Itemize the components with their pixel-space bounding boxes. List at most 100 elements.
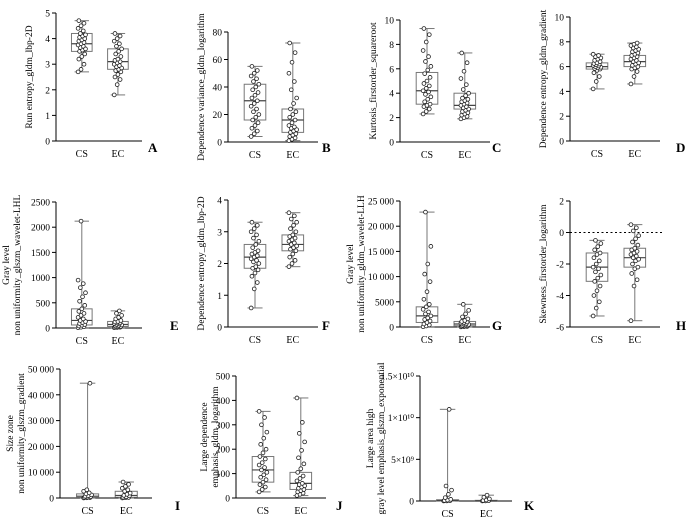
data-point <box>117 41 122 47</box>
data-point <box>628 81 634 87</box>
y-axis-label: Dependence entropy_gldm_gradient <box>539 9 549 148</box>
data-point <box>111 92 117 98</box>
y-tick-label: 10 <box>555 14 565 24</box>
data-point <box>248 73 254 79</box>
data-point <box>81 311 87 316</box>
data-point <box>636 233 641 238</box>
panel-letter: F <box>322 318 330 333</box>
data-point <box>591 255 597 261</box>
data-point <box>298 466 304 472</box>
data-point <box>300 420 305 425</box>
data-point <box>257 454 263 459</box>
data-point <box>288 226 293 231</box>
y-tick-label: 20 000 <box>368 223 394 233</box>
data-point <box>593 261 599 267</box>
data-point <box>595 275 601 281</box>
data-point <box>79 54 85 59</box>
data-point <box>81 61 87 67</box>
data-point <box>75 69 81 75</box>
y-tick-label: -6 <box>556 324 564 334</box>
data-point <box>111 38 117 44</box>
data-point <box>294 95 299 101</box>
data-point <box>598 241 604 246</box>
data-point <box>634 253 639 259</box>
x-category-label: EC <box>628 335 641 346</box>
y-tick-label: 8 <box>559 38 564 48</box>
y-tick-label: 2000 <box>31 224 50 234</box>
data-point <box>295 470 301 475</box>
data-point <box>629 271 635 276</box>
data-point <box>302 439 307 445</box>
data-point <box>76 18 82 23</box>
y-axis-label: Dependence variance_gldm_logarithm <box>197 13 207 161</box>
data-point <box>286 264 292 269</box>
data-point <box>597 74 602 79</box>
data-point <box>420 48 426 53</box>
data-point <box>119 313 124 318</box>
data-point <box>299 448 304 453</box>
y-tick-label: 30 000 <box>28 417 54 427</box>
data-point <box>421 81 427 86</box>
data-point <box>422 271 427 277</box>
data-point <box>590 264 596 270</box>
data-point <box>296 455 301 461</box>
data-point <box>249 95 255 101</box>
data-point <box>115 56 121 62</box>
panel-letter: G <box>492 318 502 333</box>
y-axis-label: Size zonenon uniformity_glszm_gradient <box>6 373 27 494</box>
data-point <box>118 318 124 323</box>
data-point <box>420 111 426 117</box>
data-point <box>592 247 597 253</box>
y-tick-label: 0 <box>389 139 394 149</box>
data-point <box>252 270 258 276</box>
data-point <box>427 83 432 89</box>
data-point <box>252 123 258 128</box>
data-point <box>258 474 263 480</box>
x-category-label: EC <box>112 336 125 347</box>
data-point <box>80 294 85 300</box>
data-point <box>84 487 90 493</box>
data-point <box>292 117 298 123</box>
data-point <box>256 238 262 244</box>
x-category-label: EC <box>112 149 125 160</box>
data-point <box>635 242 641 248</box>
data-point <box>598 272 604 278</box>
y-tick-label: 20 <box>213 111 223 121</box>
y-tick-label: 4 <box>217 197 222 207</box>
data-point <box>75 26 81 31</box>
y-tick-label: 60 <box>213 56 223 66</box>
panel-letter: C <box>492 140 501 155</box>
data-point <box>83 290 88 296</box>
data-point <box>593 79 599 84</box>
data-point <box>255 280 260 285</box>
data-point <box>117 308 122 314</box>
data-point <box>424 78 430 84</box>
data-point <box>427 318 433 324</box>
data-point <box>635 264 641 270</box>
data-point <box>255 248 261 254</box>
data-point <box>425 97 431 102</box>
y-tick-label: 100 <box>216 470 231 480</box>
data-point <box>264 429 270 435</box>
x-category-label: EC <box>120 506 133 517</box>
data-point <box>287 254 293 260</box>
data-point <box>590 51 596 57</box>
data-point <box>126 482 131 487</box>
y-tick-label: 6 <box>389 65 394 75</box>
y-tick-label: 1×10¹⁰ <box>388 413 414 424</box>
y-tick-label: 4 <box>389 90 394 100</box>
data-point <box>251 131 257 137</box>
y-tick-label: 2500 <box>31 199 50 209</box>
y-tick-label: 2 <box>45 86 50 96</box>
data-point <box>423 304 429 310</box>
y-tick-label: 2 <box>217 260 222 270</box>
data-point <box>254 76 259 82</box>
y-axis-label-line: Gray level <box>346 244 356 284</box>
data-point <box>76 309 82 314</box>
data-point <box>590 313 596 319</box>
data-point <box>420 88 426 94</box>
data-point <box>423 109 429 114</box>
data-point <box>292 258 298 263</box>
